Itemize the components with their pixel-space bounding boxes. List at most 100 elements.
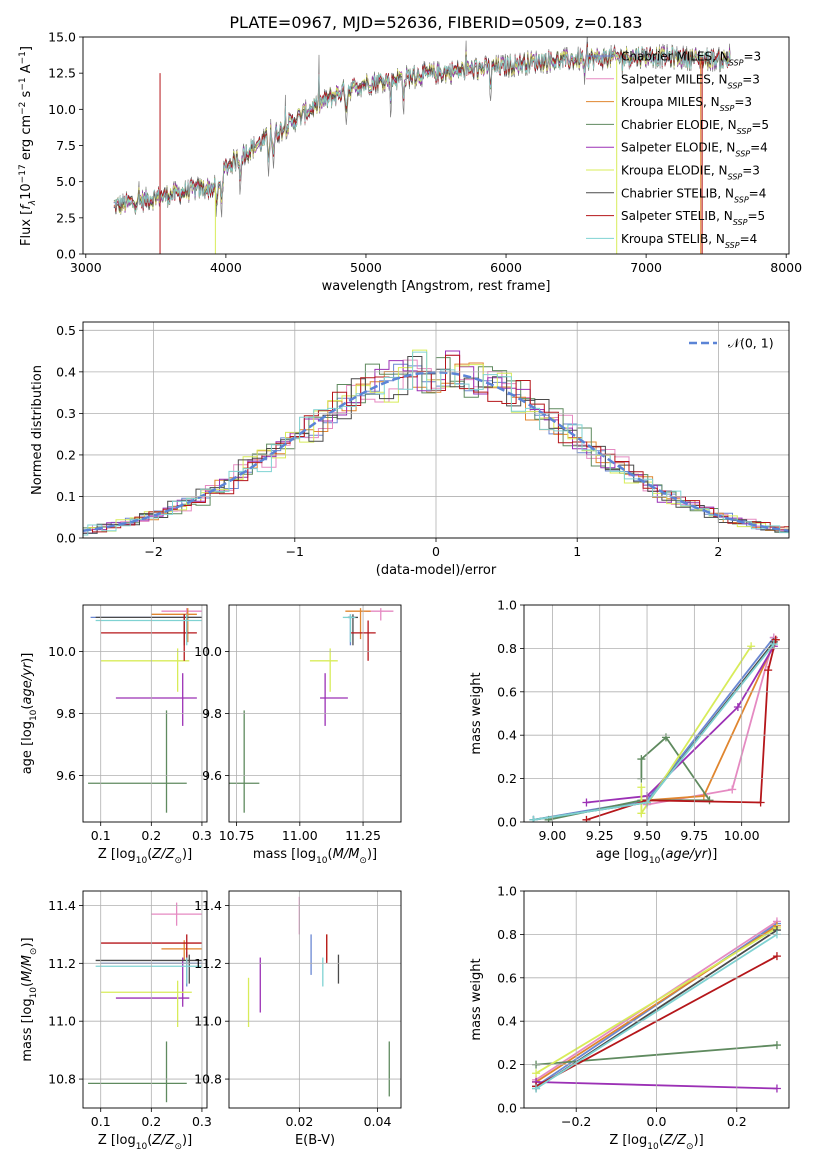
label-part: )] (367, 847, 377, 862)
point-chabrier-elodie (88, 710, 187, 813)
label-part: =4 (750, 141, 768, 155)
point-chabrier-elodie (88, 1041, 187, 1103)
chart-age-mass: 10.75 11.00 11.25 9.6 9.8 10.0 mass [log10(M/M… (194, 604, 402, 866)
chart-mass-ebv: 0.02 0.04 10.8 11.0 11.2 11.4 E(B-V) (194, 890, 402, 1148)
series-line (533, 643, 775, 821)
label-part: =3 (742, 72, 760, 86)
y-tick-label: 0.1 (56, 489, 76, 504)
x-tick-label: 0.1 (91, 1114, 111, 1129)
label-part: )] (182, 847, 192, 862)
x-axis-label: wavelength [Angstrom, rest frame] (322, 279, 551, 294)
legend-label-chabrier-stelib: Chabrier STELIB, NSSP=4 (621, 186, 766, 204)
label-part: 10 (19, 183, 34, 200)
x-tick-label: 0.2 (141, 1114, 161, 1129)
x-tick-label: 0.04 (364, 1114, 392, 1129)
y-tick-label: 1.0 (497, 884, 517, 899)
label-part: =5 (751, 118, 769, 132)
label-part: Z [log (98, 847, 136, 862)
point-kroupa-elodie (100, 980, 192, 1027)
y-tick-label: 0.2 (497, 771, 517, 786)
x-tick-label: 11.00 (282, 828, 318, 843)
label-part: age/yr (665, 847, 708, 862)
label-part: )] (20, 653, 35, 663)
label-part: age/yr (20, 661, 35, 704)
point-chabrier-miles (90, 614, 202, 643)
axes-frame (82, 321, 790, 539)
label-part: f (19, 203, 34, 210)
axes-frame (82, 604, 208, 823)
label-part: mass [log (20, 998, 35, 1061)
legend-label-salpeter-miles: Salpeter MILES, NSSP=3 (621, 72, 760, 90)
series-kroupa-stelib (529, 640, 778, 822)
label-part: −2 (18, 102, 28, 115)
label-part: =3 (734, 95, 752, 109)
y-tick-label: 0.4 (497, 1014, 517, 1029)
label-part: Z/Z (151, 1133, 175, 1148)
series-marker (756, 798, 765, 807)
y-tick-label: 11.4 (48, 898, 76, 913)
label-part: −1 (18, 77, 28, 90)
point-salpeter-miles (151, 902, 202, 926)
label-part: 10 (136, 856, 148, 866)
label-part: mass [log (253, 847, 316, 862)
label-part: )] (707, 847, 717, 862)
series-salpeter-elodie (582, 642, 778, 807)
label-part: 10 (316, 856, 328, 866)
chart-mass-Z: 0.1 0.2 0.310.811.011.211.4Z [log10(Z/Z⊙)]… (20, 890, 212, 1152)
y-tick-label: 10.8 (48, 1072, 76, 1087)
axes-frame (82, 36, 790, 255)
point-kroupa-stelib (342, 614, 356, 643)
y-tick-label: 0.8 (497, 927, 517, 942)
label-part: wavelength [Angstrom, rest frame] (322, 279, 551, 294)
label-part: SSP (728, 172, 743, 181)
y-tick-label: 0.3 (56, 406, 76, 421)
y-tick-label: 0.0 (497, 1101, 517, 1116)
label-part: ⊙ (29, 948, 39, 956)
label-part: Z [log (98, 1133, 136, 1148)
series-marker (637, 755, 646, 764)
y-tick-label: 0.4 (56, 364, 76, 379)
series-marker (532, 1069, 541, 1078)
y-tick-label: 9.6 (56, 768, 76, 783)
y-axis-label: Flux [fλ10−17 erg cm−2 s−1 A−1] (18, 46, 38, 246)
chart-mw-age: 9.00 9.25 9.50 9.75 10.00 0.0 0.2 0.4 0.6 0.8 1.0 a… (469, 598, 790, 866)
x-tick-label: 5000 (350, 260, 382, 275)
y-tick-label: 9.8 (202, 706, 222, 721)
series-marker (728, 785, 737, 794)
y-tick-label: 0.0 (497, 815, 517, 830)
y-tick-label: 7.5 (56, 138, 76, 153)
x-tick-label: 2 (714, 544, 722, 559)
label-part: SSP (729, 58, 744, 67)
y-tick-label: 10.0 (48, 644, 76, 659)
y-tick-label: 11.2 (194, 956, 222, 971)
x-tick-label: 3000 (70, 260, 102, 275)
chart-mw-Z: −0.2 0.0 0.2 0.0 0.2 0.4 0.6 0.8 1.0 Z [log10(Z/Z… (469, 884, 790, 1152)
series-marker (705, 796, 714, 805)
label-part: 10 (647, 1142, 659, 1152)
y-axis-label: mass [log10(M/M⊙)] (20, 937, 39, 1061)
label-part: (data-model)/error (376, 563, 497, 578)
point-salpeter-miles (161, 608, 202, 640)
label-part: age [log (596, 847, 649, 862)
label-part: Z/Z (663, 1133, 687, 1148)
series-marker (661, 733, 670, 742)
series-marker (532, 1084, 541, 1093)
y-tick-label: 0.0 (56, 531, 76, 546)
series-kroupa-elodie (637, 642, 756, 818)
label-part: s (19, 90, 34, 101)
label-part: M/M (20, 955, 35, 982)
series-marker (771, 635, 780, 644)
label-part: ( (328, 847, 333, 862)
chart-residuals: −2 −1 0 1 2 0.0 0.1 0.2 0.3 0.4 0.5 (data-model)/er… (30, 321, 790, 578)
y-axis-label: mass weight (469, 672, 484, 754)
label-part: SSP (734, 195, 749, 204)
label-part: erg cm (19, 115, 34, 164)
y-tick-label: 0.5 (56, 323, 76, 338)
label-part: =3 (742, 164, 760, 178)
legend-label-salpeter-elodie: Salpeter ELODIE, NSSP=4 (621, 141, 768, 159)
label-part: ( (20, 982, 35, 987)
chart-spectrum: 3000 4000 5000 6000 7000 8000 0.0 2.5 5.0 7.5 10.0… (18, 30, 802, 295)
point-chabrier-stelib (347, 614, 358, 646)
y-tick-label: 10.0 (48, 102, 76, 117)
